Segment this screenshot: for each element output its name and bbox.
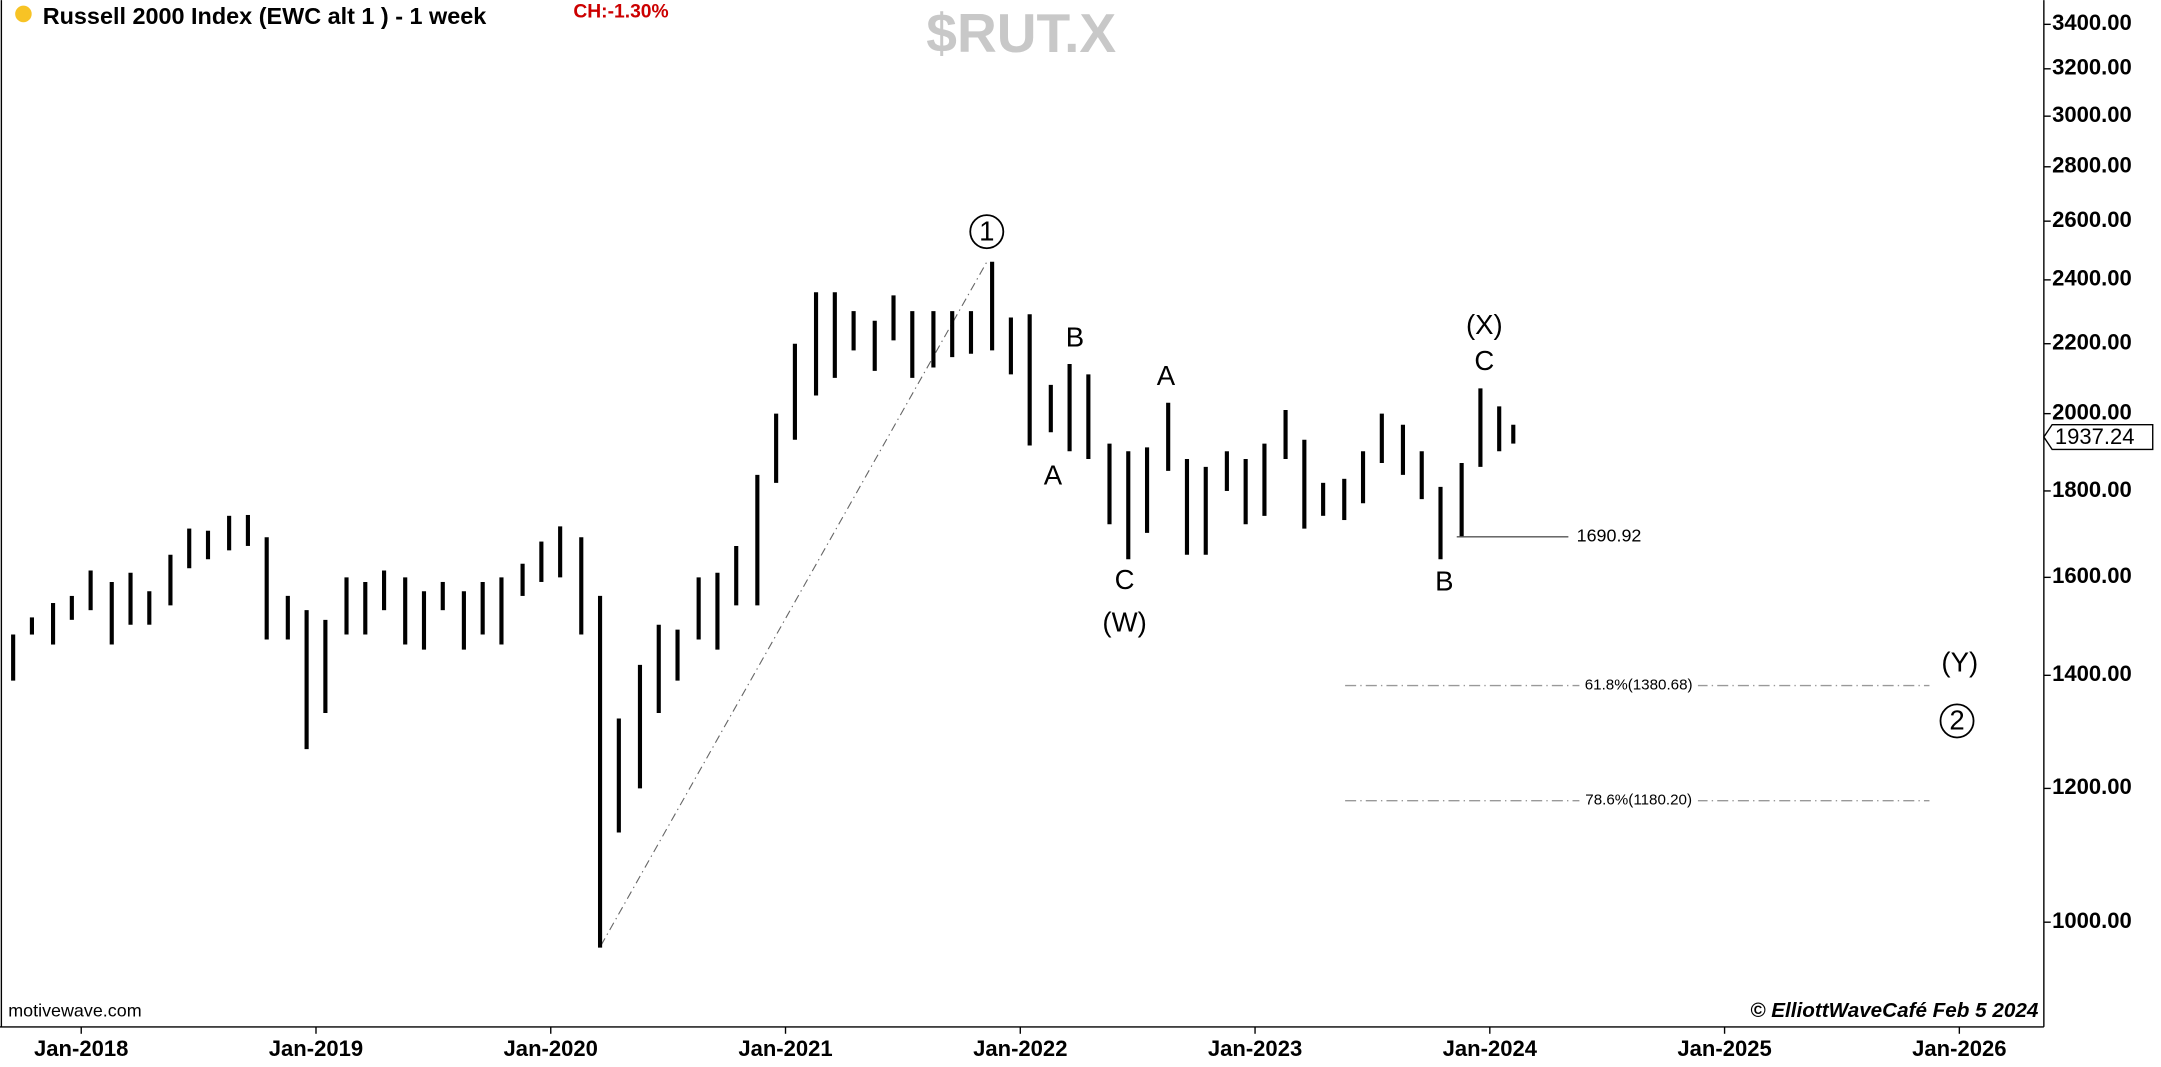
wave-label: 1 xyxy=(979,215,994,246)
trend-line xyxy=(600,261,988,946)
y-tick-label: 2000.00 xyxy=(2052,399,2132,424)
x-tick-label: Jan-2026 xyxy=(1912,1036,2006,1061)
wave-label: (X) xyxy=(1466,309,1503,340)
x-tick-label: Jan-2021 xyxy=(738,1036,832,1061)
symbol-watermark: $RUT.X xyxy=(926,2,1116,64)
wave-label: (W) xyxy=(1102,607,1146,638)
y-tick-label: 1000.00 xyxy=(2052,908,2132,933)
x-tick-label: Jan-2025 xyxy=(1677,1036,1771,1061)
wave-circle xyxy=(1939,703,1975,739)
wave-label: B xyxy=(1066,321,1084,352)
copyright: © ElliottWaveCafé Feb 5 2024 xyxy=(1750,999,2039,1022)
fib-label: 61.8%(1380.68) xyxy=(1585,677,1693,694)
x-tick-label: Jan-2023 xyxy=(1208,1036,1302,1061)
chart-title: Russell 2000 Index (EWC alt 1 ) - 1 week xyxy=(43,3,488,29)
y-tick-label: 3000.00 xyxy=(2052,102,2132,127)
wave-label: A xyxy=(1044,459,1063,490)
x-tick-label: Jan-2018 xyxy=(34,1036,128,1061)
x-tick-label: Jan-2022 xyxy=(973,1036,1067,1061)
x-tick-label: Jan-2024 xyxy=(1443,1036,1538,1061)
y-tick-label: 1800.00 xyxy=(2052,477,2132,502)
y-tick-label: 2200.00 xyxy=(2052,330,2132,355)
x-tick-label: Jan-2020 xyxy=(504,1036,598,1061)
wave-circle xyxy=(969,214,1005,250)
wave-label: C xyxy=(1474,345,1494,376)
y-tick-label: 2600.00 xyxy=(2052,207,2132,232)
last-price-label: 1937.24 xyxy=(2055,424,2135,449)
wave-label: C xyxy=(1115,564,1135,595)
y-tick-label: 3200.00 xyxy=(2052,55,2132,80)
wave-label: 2 xyxy=(1949,705,1964,736)
last-price-box xyxy=(2043,423,2154,451)
y-tick-label: 1600.00 xyxy=(2052,563,2132,588)
source-label: motivewave.com xyxy=(8,1000,141,1020)
change-label: CH:-1.30% xyxy=(573,2,668,23)
y-tick-label: 1200.00 xyxy=(2052,774,2132,799)
y-tick-label: 2400.00 xyxy=(2052,266,2132,291)
x-tick-label: Jan-2019 xyxy=(269,1036,363,1061)
fib-label-bg xyxy=(1579,675,1698,696)
y-tick-label: 1400.00 xyxy=(2052,661,2132,686)
y-tick-label: 2800.00 xyxy=(2052,153,2132,178)
wave-label: A xyxy=(1157,360,1176,391)
wave-label: B xyxy=(1435,565,1453,596)
status-dot xyxy=(15,5,32,23)
level-label: 1690.92 xyxy=(1577,526,1642,546)
fib-label-bg xyxy=(1579,790,1698,811)
fib-label: 78.6%(1180.20) xyxy=(1585,792,1692,809)
y-tick-label: 3400.00 xyxy=(2052,10,2132,35)
wave-label: (Y) xyxy=(1941,647,1978,678)
